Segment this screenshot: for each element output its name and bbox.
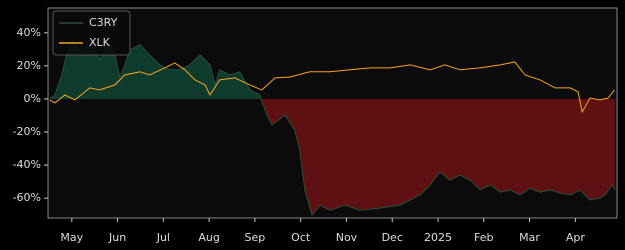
y-tick-label: -40%: [13, 158, 41, 171]
x-tick-label: Jun: [108, 231, 126, 244]
legend-label: XLK: [89, 36, 111, 49]
legend-box: [52, 10, 131, 56]
y-tick-label: 40%: [17, 26, 41, 39]
x-tick-label: Mar: [519, 231, 540, 244]
y-tick-label: 0%: [24, 92, 41, 105]
x-tick-label: Feb: [474, 231, 493, 244]
x-tick-label: Oct: [291, 231, 311, 244]
area-below: [49, 98, 616, 216]
y-tick-label: -20%: [13, 125, 41, 138]
x-tick-label: 2025: [424, 231, 452, 244]
y-tick-label: -60%: [13, 191, 41, 204]
legend-label: C3RY: [89, 16, 118, 29]
x-tick-label: Jul: [156, 231, 170, 244]
series-line: [49, 61, 615, 114]
frame: [47, 7, 618, 219]
x-tick-label: Sep: [245, 231, 266, 244]
x-tick-label: Nov: [336, 231, 358, 244]
x-tick-label: May: [60, 231, 83, 244]
x-tick-label: Dec: [382, 231, 403, 244]
series-line: [49, 38, 616, 217]
x-tick-label: Apr: [566, 231, 586, 244]
x-tick-label: Aug: [198, 231, 219, 244]
y-tick-label: 20%: [17, 59, 41, 72]
